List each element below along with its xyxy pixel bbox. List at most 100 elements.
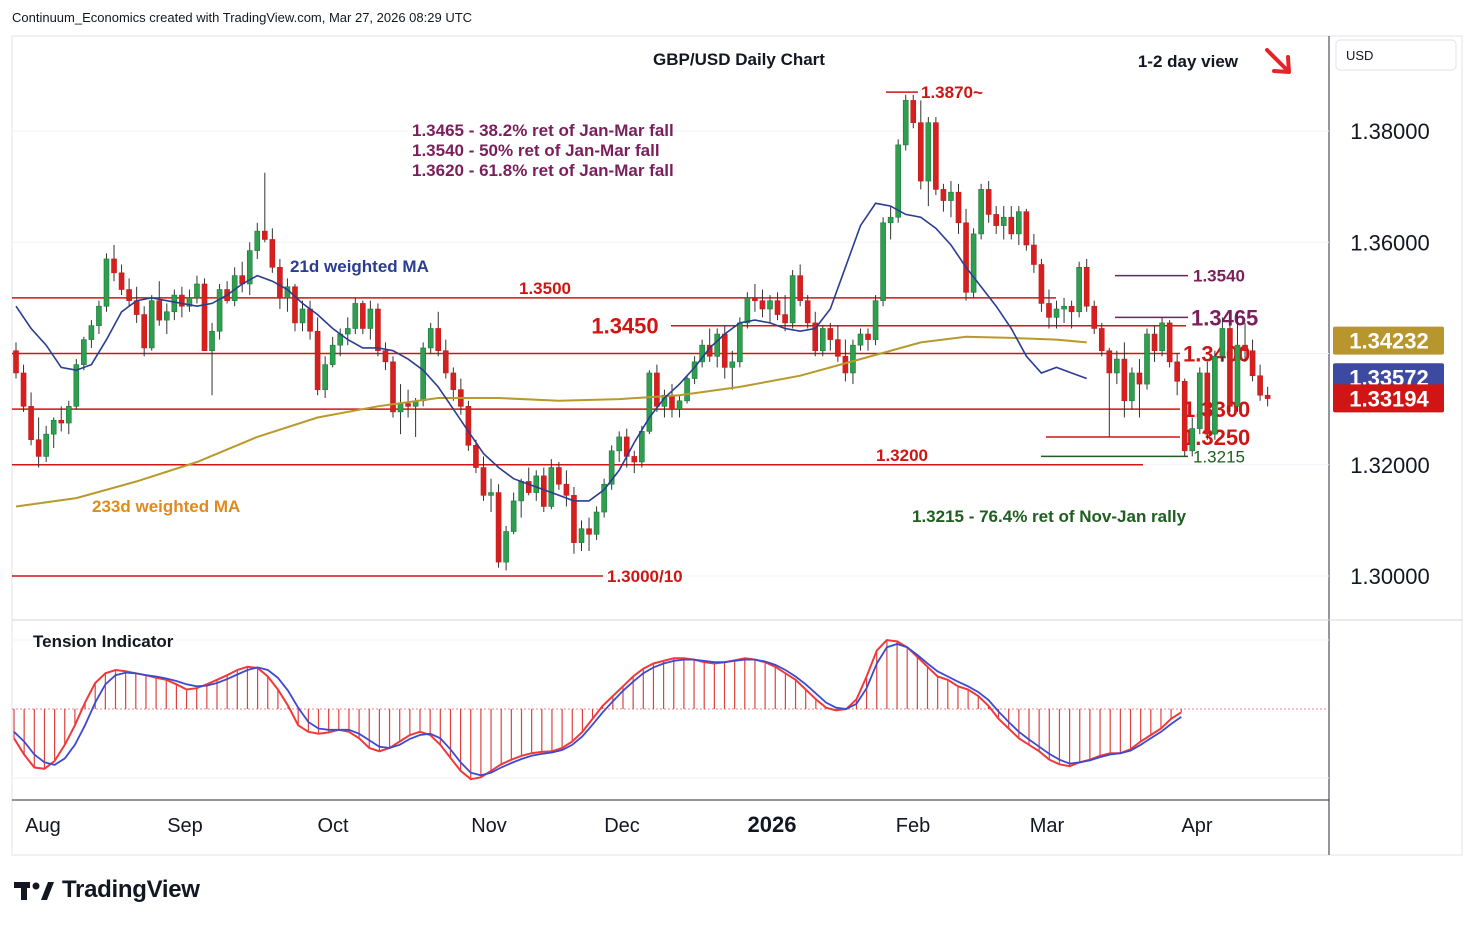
- candle-body: [50, 419, 57, 435]
- moving-averages: [15, 202, 1087, 508]
- candle-body: [940, 189, 947, 201]
- candle-body: [744, 297, 751, 324]
- candle-body: [571, 495, 577, 543]
- candle-body: [593, 511, 600, 535]
- candle-body: [1136, 372, 1143, 385]
- time-tick-label: Nov: [471, 815, 507, 837]
- candle-body: [262, 230, 268, 240]
- candle-body: [148, 300, 155, 349]
- candle-body: [375, 308, 381, 352]
- indicator-signal-line: [13, 643, 1182, 777]
- price-tag-box: [1333, 326, 1444, 355]
- candle-body: [73, 364, 80, 407]
- candle-body: [578, 528, 585, 543]
- candle-body: [450, 372, 457, 390]
- candle-body: [397, 403, 404, 413]
- candle-body: [1091, 305, 1098, 329]
- candle-body: [314, 330, 321, 390]
- candle-body: [978, 189, 984, 235]
- candle-body: [1264, 394, 1271, 399]
- candle-body: [1166, 322, 1173, 363]
- candle-body: [420, 347, 426, 402]
- candle-body: [1068, 305, 1075, 313]
- time-tick-label: Sep: [167, 815, 203, 837]
- annotation-50: 1.3540 - 50% ret of Jan-Mar fall: [412, 141, 660, 160]
- candle-body: [1053, 308, 1060, 318]
- currency-button[interactable]: [1335, 39, 1457, 71]
- candle-body: [948, 191, 954, 201]
- candle-body: [81, 339, 87, 365]
- candle-body: [1242, 344, 1248, 352]
- candle-body: [895, 144, 901, 218]
- price-tag-box: [1333, 363, 1444, 392]
- candle-body: [171, 294, 178, 313]
- candle-body: [1227, 328, 1233, 407]
- annotation-382: 1.3465 - 38.2% ret of Jan-Mar fall: [412, 121, 674, 140]
- candle-body: [1016, 211, 1022, 235]
- candle-body: [563, 483, 570, 496]
- candle-body: [1023, 211, 1030, 246]
- candle-body: [103, 258, 110, 307]
- candle-body: [910, 100, 917, 123]
- candle-body: [307, 308, 313, 332]
- candle-body: [269, 239, 276, 268]
- candle-body: [608, 450, 615, 485]
- candle-body: [804, 300, 811, 324]
- candle-body: [209, 330, 215, 352]
- candle-body: [518, 481, 524, 502]
- candle-body: [111, 258, 117, 274]
- time-tick-label: 2026: [748, 812, 797, 837]
- time-tick-label: Aug: [25, 815, 61, 837]
- ma21-label: 21d weighted MA: [290, 257, 429, 276]
- candle-body: [156, 300, 163, 321]
- price-tag-box: [1333, 384, 1444, 413]
- candles: [13, 94, 1271, 571]
- time-tick-label: Dec: [604, 815, 640, 837]
- candle-body: [495, 492, 502, 563]
- candle-body: [118, 272, 125, 290]
- ma233-label: 233d weighted MA: [92, 497, 240, 516]
- candle-body: [789, 275, 796, 324]
- candle-body: [480, 467, 487, 496]
- candle-body: [797, 275, 803, 301]
- candle-body: [141, 314, 147, 349]
- candle-body: [164, 311, 170, 321]
- candle-body: [902, 100, 909, 146]
- candle-body: [1129, 372, 1135, 402]
- chart-title: GBP/USD Daily Chart: [653, 50, 825, 69]
- candle-body: [58, 419, 65, 424]
- candle-body: [880, 222, 886, 301]
- tradingview-logo-text: TradingView: [62, 876, 200, 903]
- candle-body: [216, 289, 223, 332]
- level-label: 1.3540: [1193, 267, 1245, 286]
- candle-body: [1076, 266, 1082, 313]
- candle-body: [865, 333, 871, 340]
- candle-body: [782, 314, 788, 324]
- candle-body: [344, 328, 351, 335]
- candle-body: [729, 361, 736, 368]
- candle-body: [556, 467, 562, 485]
- candle-body: [601, 483, 607, 513]
- candle-body: [13, 350, 19, 374]
- level-label: 1.3870~: [921, 83, 983, 102]
- candle-body: [917, 122, 924, 182]
- candle-body: [759, 300, 766, 310]
- candle-body: [985, 189, 992, 215]
- time-tick-label: Mar: [1030, 815, 1065, 837]
- candle-body: [292, 286, 298, 324]
- candle-body: [390, 361, 396, 413]
- candle-body: [752, 297, 758, 301]
- price-tick-label: 1.30000: [1350, 564, 1430, 589]
- candle-body: [631, 456, 638, 463]
- candle-body: [503, 531, 509, 563]
- indicator-title: Tension Indicator: [33, 632, 174, 651]
- time-tick-label: Apr: [1181, 815, 1212, 837]
- candle-body: [654, 372, 660, 407]
- candle-body: [646, 372, 653, 432]
- level-label: 1.3200: [876, 446, 928, 465]
- candle-body: [186, 297, 193, 307]
- candle-body: [28, 406, 34, 441]
- candle-body: [1114, 358, 1120, 374]
- candle-body: [35, 439, 42, 457]
